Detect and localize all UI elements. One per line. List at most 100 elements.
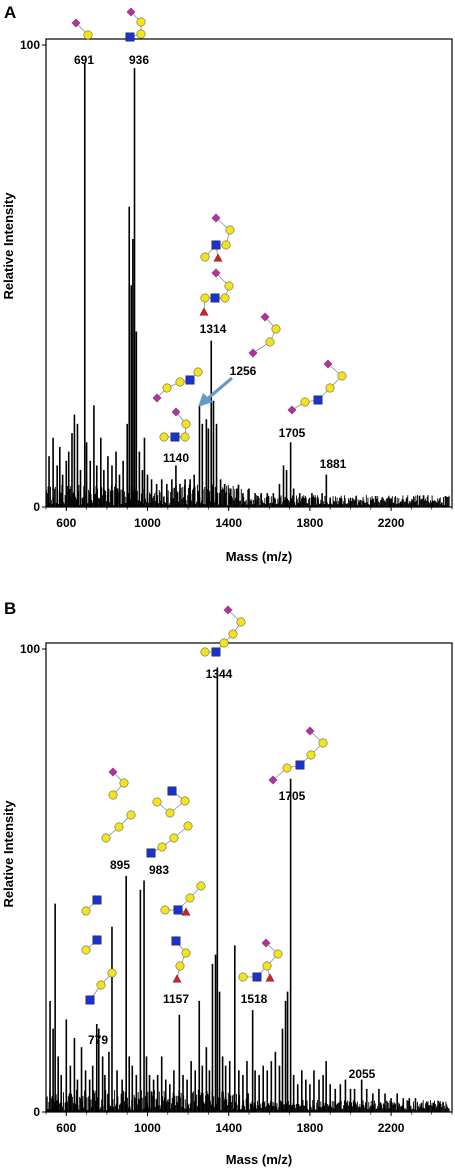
galactose-icon [265,337,275,347]
x-tick-label: 1000 [134,516,161,530]
galactose-icon [221,240,231,250]
peak-label: 1705 [279,789,306,803]
glcnac-icon [85,995,95,1005]
x-tick-label: 1800 [297,1121,324,1135]
x-tick-label: 1400 [215,1121,242,1135]
x-tick-label: 1400 [215,516,242,530]
glycan-1256-icon [248,312,281,358]
x-tick-label: 2200 [378,1121,405,1135]
glcnac-icon [211,647,221,657]
peak-label: 936 [129,53,149,67]
sialic-acid-icon [323,359,333,369]
peak-label: 1518 [241,992,268,1006]
galactose-icon [181,419,191,429]
glycan-1314-upper-icon [200,213,235,262]
galactose-icon [228,629,238,639]
peak-label: 691 [74,53,94,67]
galactose-icon [108,790,118,800]
sialic-acid-icon [287,405,297,415]
galactose-icon [224,281,234,291]
glycan-936-icon [125,7,146,42]
x-tick-label: 1800 [297,516,324,530]
sialic-acid-icon [171,407,181,417]
glcnac-icon [167,786,177,796]
peak-label: 1881 [320,457,347,471]
sialic-acid-icon [71,18,81,28]
glycan-1140-icon [159,407,191,442]
galactose-icon [183,821,193,831]
peak-label: 1157 [163,992,189,1006]
galactose-icon [162,383,172,393]
glcnac-icon [170,432,180,442]
sialic-acid-icon [108,767,118,777]
galactose-icon [219,638,229,648]
galactose-icon [119,778,129,788]
galactose-icon [196,881,206,891]
galactose-icon [160,905,170,915]
galactose-icon [157,842,167,852]
panel-a: A 0 100 600 1000 1400 1800 2200 Mass (m/z) Relati… [1,3,453,564]
galactose-icon [238,972,248,982]
baseline-noise [45,1089,450,1112]
plot-frame [45,38,453,508]
galactose-icon [225,225,235,235]
peak-label: 2055 [349,1067,376,1081]
glycan-895-upper-icon [108,767,129,800]
galactose-icon [159,432,169,442]
annotations: 691 936 1314 1256 1140 1705 1881 [71,7,347,471]
galactose-icon [96,980,106,990]
glycan-983-upper-icon [152,786,190,818]
galactose-icon [181,948,191,958]
glycan-691-icon [71,18,93,40]
galactose-icon [185,893,195,903]
glycan-779-b-icon [81,935,102,955]
fucose-icon [181,907,191,916]
y-tick-label: 100 [20,642,40,656]
galactose-icon [200,252,210,262]
glycan-1256-branch-icon [152,367,203,403]
peak-label: 1705 [279,426,306,440]
y-axis-title: Relative Intensity [1,192,16,300]
galactose-icon [236,617,246,627]
spectrum-peaks [48,63,443,507]
glcnac-icon [210,293,220,303]
panel-letter: A [4,3,16,22]
y-tick-label: 0 [33,1105,40,1119]
galactose-icon [175,961,185,971]
glcnac-icon [313,395,323,405]
glycan-1314-lower-icon [199,268,234,316]
x-tick-label: 2200 [378,516,405,530]
galactose-icon [165,808,175,818]
sialic-acid-icon [260,312,270,322]
galactose-icon [200,293,210,303]
peak-label: 1314 [200,322,227,336]
x-tick-label: 600 [56,516,76,530]
galactose-icon [200,647,210,657]
x-axis-title: Mass (m/z) [226,1152,292,1167]
fucose-icon [265,973,275,982]
glcnac-icon [146,848,156,858]
glcnac-icon [171,936,181,946]
galactose-icon [271,324,281,334]
sialic-acid-icon [261,938,271,948]
y-axis-title: Relative Intensity [1,800,16,908]
galactose-icon [81,906,91,916]
galactose-icon [81,945,91,955]
galactose-icon [180,432,190,442]
galactose-icon [152,797,162,807]
galactose-icon [318,738,328,748]
glycan-1157-lower-icon [171,936,191,983]
annotations: 1344 1705 895 983 779 1157 1518 2055 [81,605,376,1081]
galactose-icon [337,371,347,381]
sialic-acid-icon [211,213,221,223]
glcnac-icon [295,760,305,770]
galactose-icon [262,961,272,971]
sialic-acid-icon [211,268,221,278]
galactose-icon [300,397,310,407]
glycan-1518-icon [238,938,283,982]
x-tick-label: 600 [56,1121,76,1135]
glycan-779-c-icon [85,968,117,1005]
galactose-icon [325,383,335,393]
sialic-acid-icon [248,348,258,358]
